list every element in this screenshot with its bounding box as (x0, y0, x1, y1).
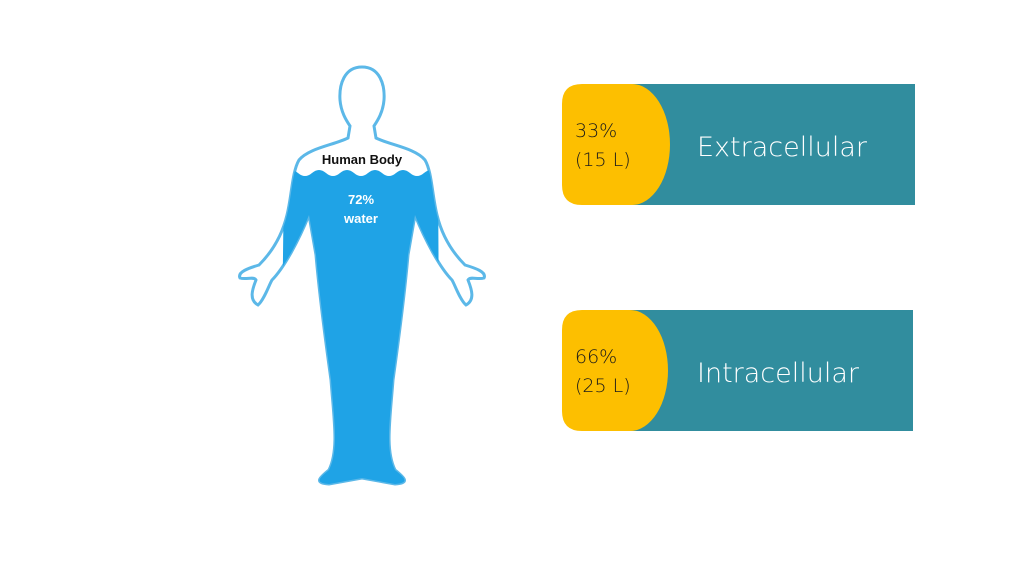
card-percent: 33% (575, 120, 617, 142)
water-percent: 72% (348, 192, 374, 207)
human-figure: Human Body 72% water (238, 65, 486, 486)
card-band (628, 310, 913, 431)
card-volume: (25 L) (575, 375, 631, 397)
card-label: Extracellular (697, 132, 868, 163)
figure-label: Human Body (322, 152, 403, 167)
water-word: water (343, 211, 378, 226)
card-band (630, 84, 915, 205)
card-badge (562, 84, 670, 205)
card: 66% (25 L) Intracellular (562, 310, 913, 431)
card-volume: (15 L) (575, 149, 631, 171)
card-badge (562, 310, 668, 431)
card-label: Intracellular (697, 358, 860, 389)
card: 33% (15 L) Extracellular (562, 84, 915, 205)
card-percent: 66% (575, 346, 617, 368)
